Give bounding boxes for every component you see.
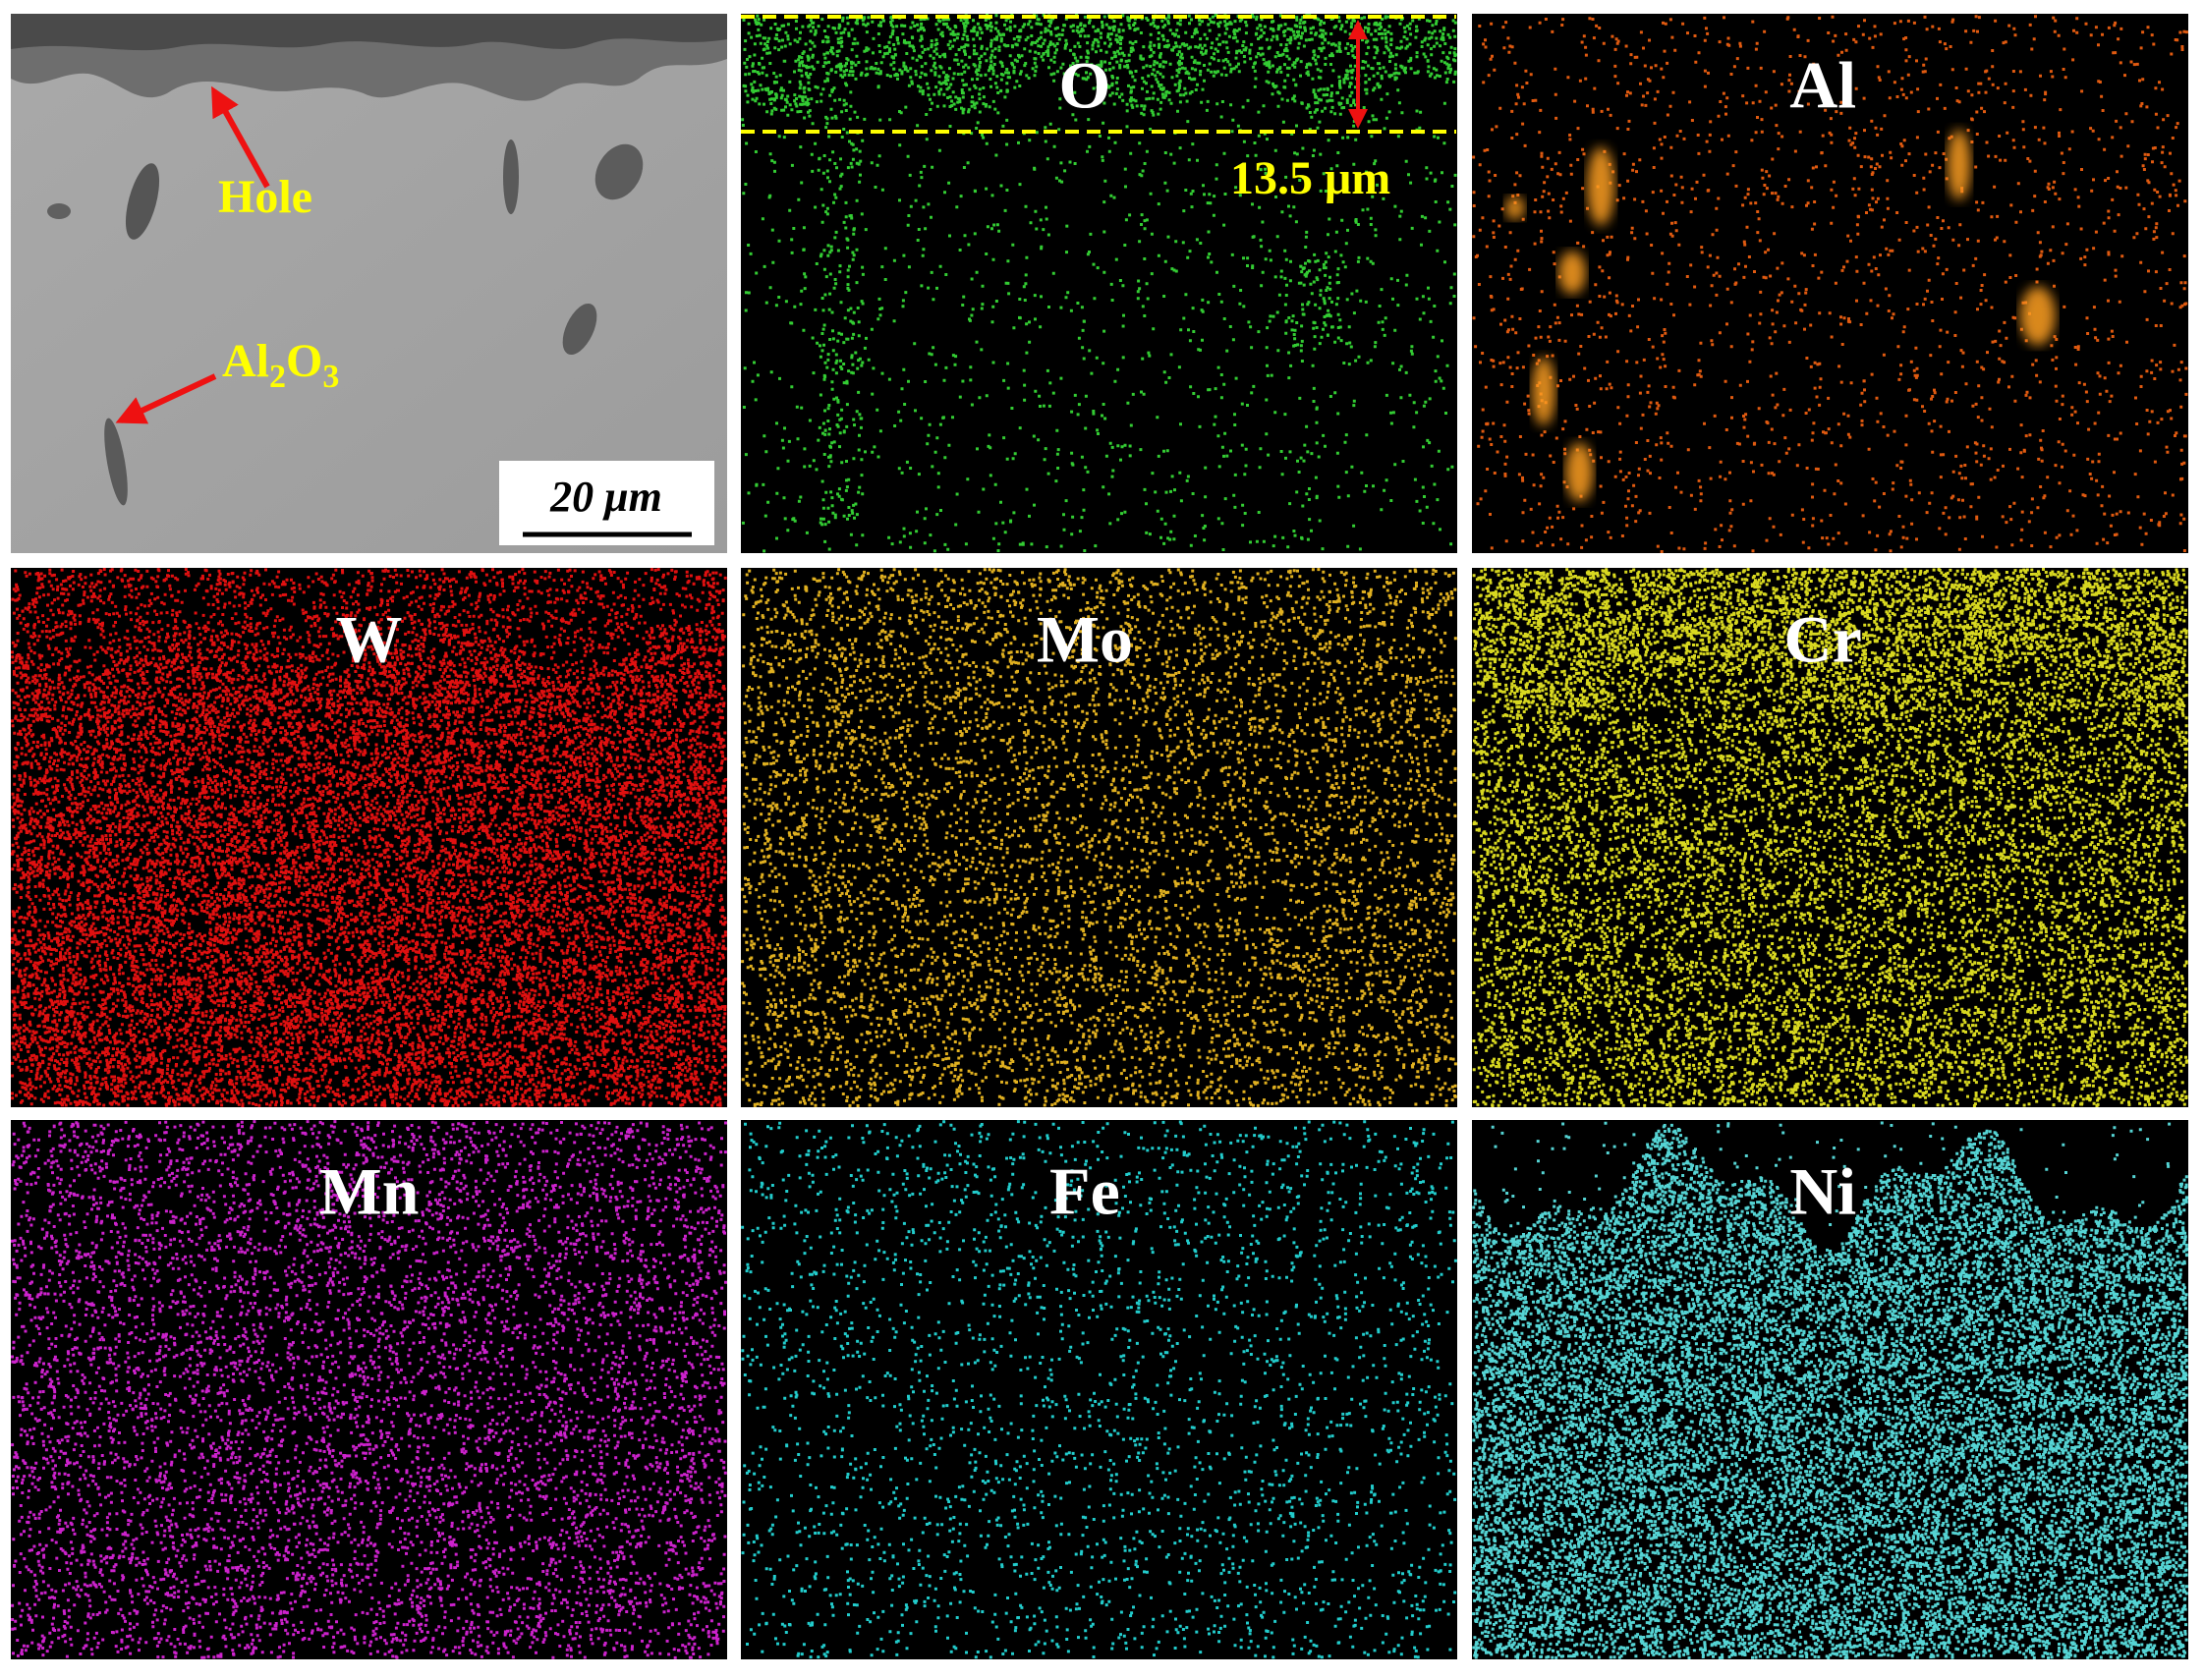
scale-bar-box (499, 461, 714, 545)
element-map: Cr (1472, 568, 2188, 1107)
thickness-label: 13.5 μm (1230, 152, 1390, 204)
map-background (741, 568, 1457, 1107)
scale-bar-label: 20 μm (549, 473, 662, 521)
element-map: Ni (1472, 1120, 2188, 1659)
element-maps: Al W Mo Cr Mn Fe Ni (11, 14, 2188, 1659)
element-cluster (2019, 286, 2056, 346)
element-cluster (1947, 129, 1971, 200)
arrow (115, 373, 217, 424)
element-dots (11, 568, 727, 1107)
arrow (211, 85, 270, 189)
element-dots (741, 14, 1457, 553)
element-cluster (1565, 442, 1594, 502)
element-label: Fe (1049, 1154, 1120, 1229)
element-label: O (1058, 48, 1110, 123)
element-map (741, 14, 1457, 553)
element-dots (1472, 1121, 2188, 1659)
element-label: Mn (319, 1154, 420, 1229)
overlay: 13.5 μm O (741, 15, 1456, 204)
element-label: Cr (1784, 602, 1862, 677)
element-dots (1472, 568, 2188, 1107)
alumina-part: Al (222, 335, 269, 387)
element-map: Mo (741, 568, 1457, 1107)
element-label: W (336, 602, 403, 677)
element-dots (741, 1120, 1457, 1659)
element-label: Ni (1789, 1154, 1856, 1229)
element-cluster (1531, 357, 1555, 426)
element-dots (11, 1120, 727, 1659)
sem-panel: 20 μm Hole Al2O3 (11, 14, 727, 553)
alumina-sub: 3 (322, 359, 339, 395)
element-cluster (1558, 251, 1587, 295)
element-map: W (11, 568, 727, 1107)
alumina-label: Al2O3 (222, 335, 339, 395)
element-label: Al (1789, 48, 1856, 123)
hole-label: Hole (218, 171, 312, 223)
element-map: Fe (741, 1120, 1457, 1659)
alumina-sub: 2 (269, 359, 286, 395)
element-cluster (1587, 146, 1615, 226)
element-dots (741, 568, 1457, 1107)
element-map: Al (1472, 14, 2188, 553)
element-cluster (1504, 196, 1525, 220)
element-label: Mo (1037, 602, 1133, 677)
element-map: Mn (11, 1120, 727, 1659)
alumina-part: O (286, 335, 322, 387)
map-background (741, 1120, 1457, 1659)
